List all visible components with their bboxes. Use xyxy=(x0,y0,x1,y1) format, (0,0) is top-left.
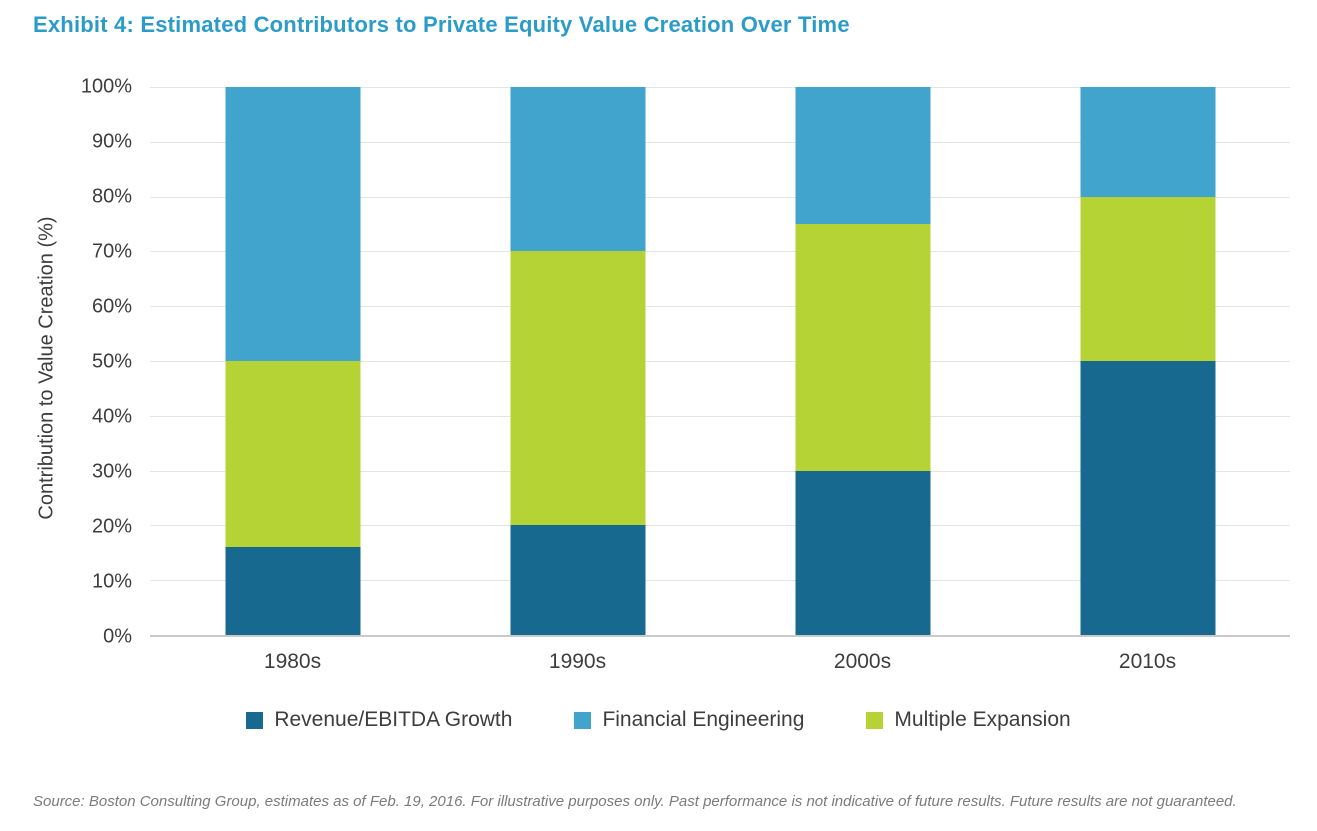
plot-area xyxy=(150,87,1290,637)
legend-label: Financial Engineering xyxy=(602,708,805,731)
bar-segment xyxy=(225,361,360,548)
bar-segment xyxy=(795,470,930,635)
x-axis-labels: 1980s 1990s 2000s 2010s xyxy=(150,650,1290,680)
y-tick-label: 80% xyxy=(91,185,132,208)
gridline xyxy=(150,415,1290,417)
bar-segment xyxy=(795,87,930,225)
y-tick-label: 90% xyxy=(91,130,132,153)
legend-swatch-icon xyxy=(246,711,264,729)
y-tick-label: 0% xyxy=(103,625,132,648)
legend-label: Revenue/EBITDA Growth xyxy=(274,708,513,731)
bar-segment xyxy=(510,251,645,526)
y-tick-label: 60% xyxy=(91,295,132,318)
y-tick-label: 10% xyxy=(91,570,132,593)
gridline xyxy=(150,580,1290,582)
source-note: Source: Boston Consulting Group, estimat… xyxy=(33,793,1237,810)
bar-1980s xyxy=(225,87,360,635)
gridline xyxy=(150,361,1290,362)
legend-item: Revenue/EBITDA Growth xyxy=(246,708,512,732)
y-tick-label: 100% xyxy=(80,75,132,98)
y-tick-label: 30% xyxy=(91,460,132,483)
gridline xyxy=(150,251,1290,253)
chart-legend: Revenue/EBITDA Growth Financial Engineeri… xyxy=(0,708,1317,732)
y-tick-label: 50% xyxy=(91,350,132,373)
gridline xyxy=(150,525,1290,527)
legend-swatch-icon xyxy=(866,711,884,729)
legend-swatch-icon xyxy=(574,711,592,729)
bar-segment xyxy=(1080,361,1215,635)
gridline xyxy=(150,196,1290,198)
legend-item: Multiple Expansion xyxy=(866,708,1071,732)
bar-segment xyxy=(510,525,645,635)
legend-item: Financial Engineering xyxy=(574,708,804,732)
bar-segment xyxy=(1080,87,1215,197)
gridline xyxy=(150,306,1290,308)
x-tick-label: 2010s xyxy=(1118,650,1177,673)
y-tick-label: 40% xyxy=(91,405,132,428)
bar-segment xyxy=(510,87,645,252)
y-tick-label: 70% xyxy=(91,240,132,263)
x-tick-label: 2000s xyxy=(833,650,892,673)
legend-label: Multiple Expansion xyxy=(894,708,1071,731)
chart-title: Exhibit 4: Estimated Contributors to Pri… xyxy=(33,12,850,37)
y-axis-ticks: 0% 10% 20% 30% 40% 50% 60% 70% 80% 90% 100% xyxy=(0,76,142,648)
gridline xyxy=(150,470,1290,472)
bar-2010s xyxy=(1080,87,1215,635)
x-tick-label: 1990s xyxy=(548,650,607,673)
gridline xyxy=(150,87,1290,88)
y-tick-label: 20% xyxy=(91,515,132,538)
bar-segment xyxy=(1080,196,1215,361)
bar-segment xyxy=(225,547,360,635)
gridline xyxy=(150,141,1290,143)
bar-2000s xyxy=(795,87,930,635)
bar-1990s xyxy=(510,87,645,635)
bar-segment xyxy=(795,224,930,471)
x-tick-label: 1980s xyxy=(263,650,322,673)
bar-segment xyxy=(225,87,360,362)
